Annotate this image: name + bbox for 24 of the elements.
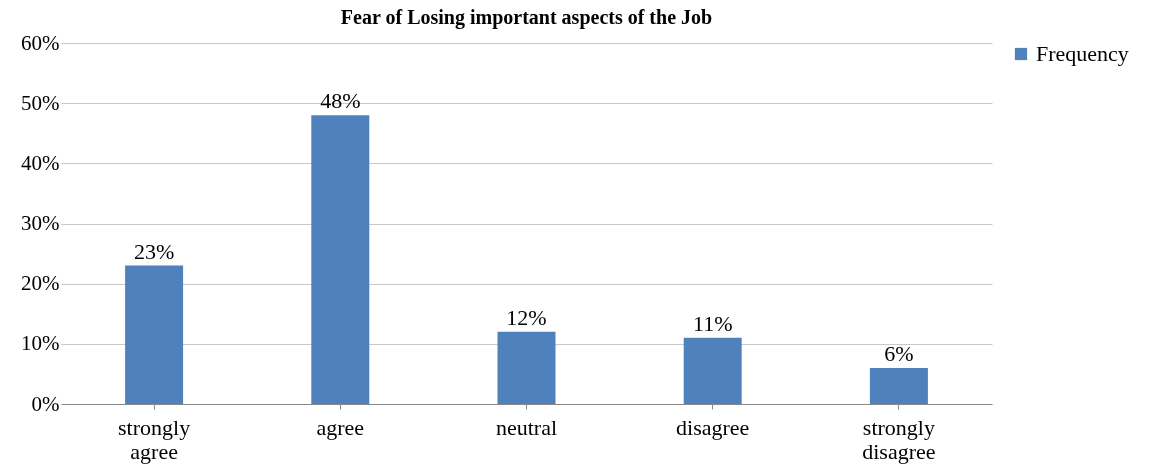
y-tick-label: 0% <box>31 391 60 416</box>
x-tick-label: agree <box>316 414 365 440</box>
bar <box>125 265 184 404</box>
y-tick-label: 40% <box>21 150 60 175</box>
data-label: 23% <box>133 238 175 264</box>
bar <box>683 337 742 404</box>
data-label: 12% <box>506 304 547 330</box>
chart-title: Fear of Losing important aspects of the Job <box>340 6 713 29</box>
y-tick-label: 60% <box>21 30 60 55</box>
y-tick-label: 10% <box>21 331 60 356</box>
bar <box>869 367 928 404</box>
data-label: 11% <box>692 310 733 336</box>
y-tick-label: 30% <box>21 211 60 235</box>
x-tick-label: strongly disagree <box>862 414 936 464</box>
legend-label: Frequency <box>1036 41 1129 66</box>
data-label: 48% <box>320 88 361 114</box>
data-label: 6% <box>884 340 914 366</box>
x-tick-label: strongly agree <box>118 414 191 464</box>
bar <box>497 331 556 404</box>
x-tick-label: disagree <box>676 414 750 440</box>
x-tick-label: neutral <box>495 414 558 440</box>
y-tick-label: 20% <box>21 271 60 296</box>
bar <box>311 115 370 404</box>
y-tick-label: 50% <box>21 90 60 115</box>
